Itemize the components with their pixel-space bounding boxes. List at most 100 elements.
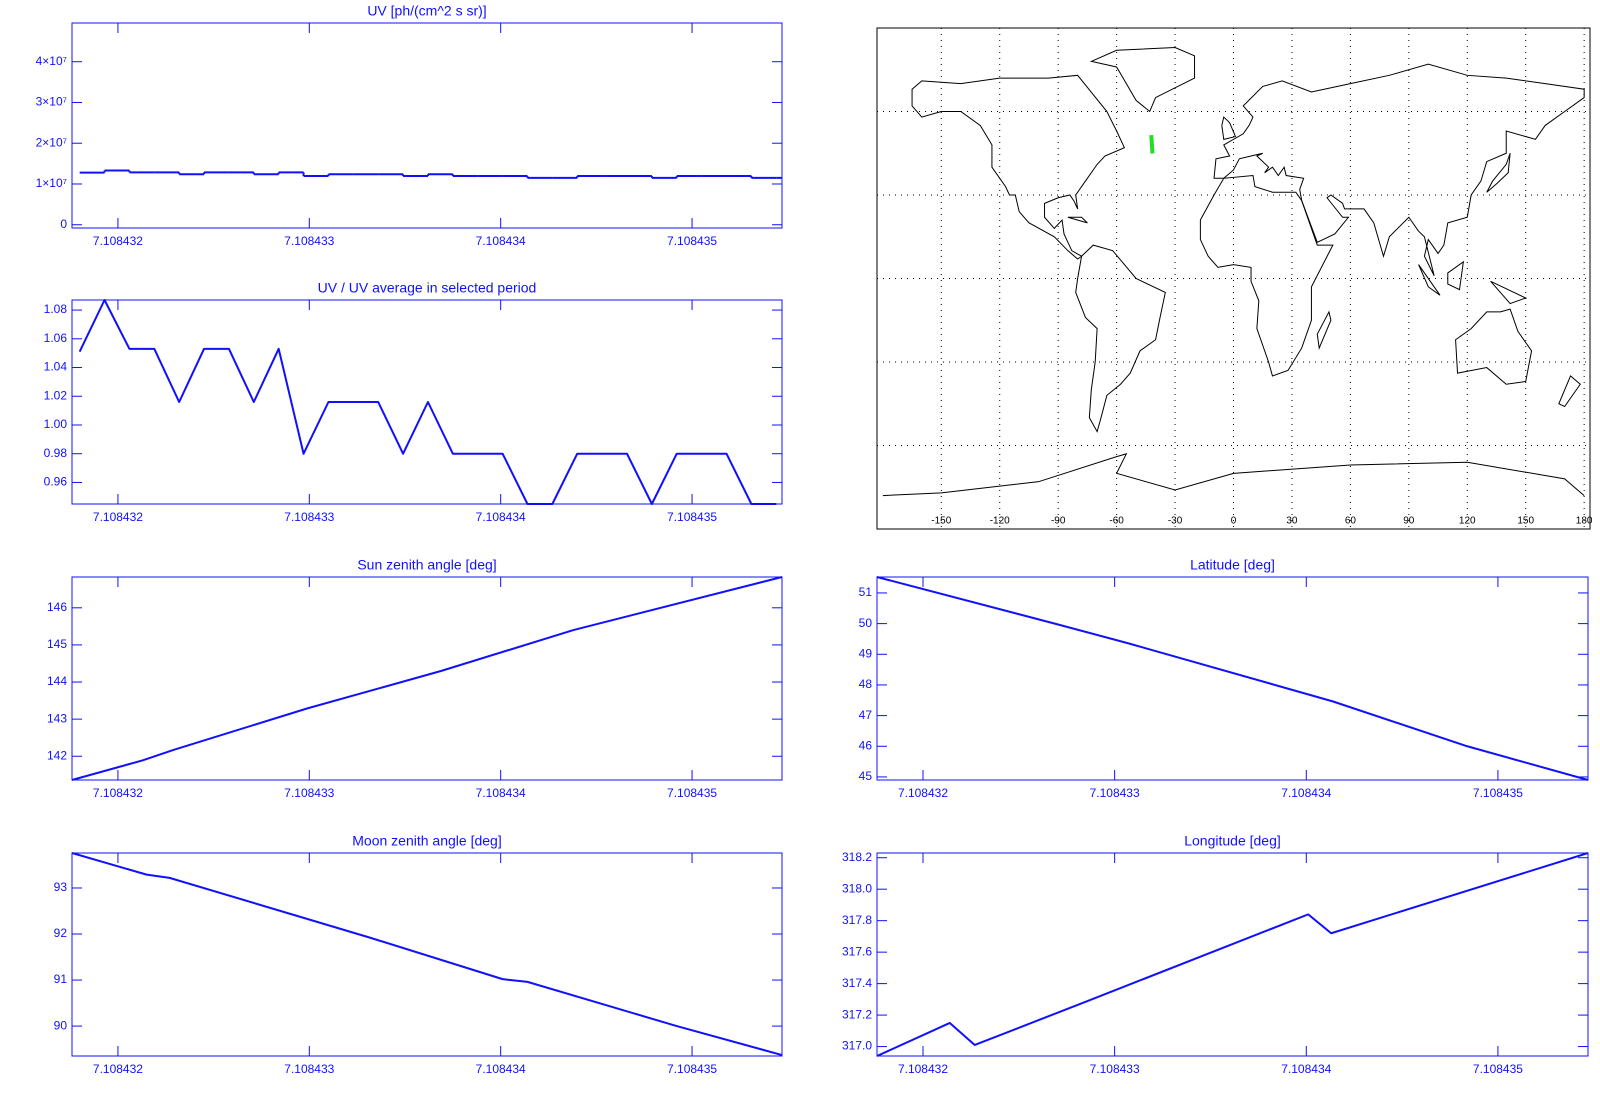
x-tick-label: 7.108433 [284, 234, 334, 248]
x-tick-label: 7.108432 [93, 786, 143, 800]
y-tick-label: 3×10⁷ [36, 95, 67, 109]
australia [1456, 309, 1532, 384]
x-tick-label: 7.108433 [1090, 786, 1140, 800]
y-tick-label: 1.00 [44, 417, 68, 431]
north-america [912, 75, 1124, 259]
africa [1200, 176, 1332, 376]
x-tick-label: 7.108435 [667, 1062, 717, 1076]
y-tick-label: 318.2 [842, 850, 872, 864]
x-tick-label: 7.108432 [93, 1062, 143, 1076]
x-tick-label: 150 [1517, 516, 1534, 527]
x-tick-label: 7.108432 [93, 510, 143, 524]
y-tick-label: 48 [859, 677, 873, 691]
x-tick-label: 7.108435 [667, 234, 717, 248]
x-tick-label: 30 [1286, 516, 1298, 527]
x-tick-label: -150 [931, 516, 951, 527]
y-tick-label: 145 [47, 637, 67, 651]
x-tick-label: 7.108434 [1281, 786, 1331, 800]
antarctica [883, 454, 1584, 496]
data-line [71, 576, 783, 781]
y-tick-label: 318.0 [842, 881, 872, 895]
x-tick-label: 0 [1231, 516, 1237, 527]
y-tick-label: 90 [54, 1018, 68, 1032]
y-tick-label: 45 [859, 769, 873, 783]
data-line [876, 576, 1589, 781]
y-tick-label: 0.96 [44, 475, 68, 489]
x-tick-label: 60 [1345, 516, 1357, 527]
x-tick-label: 180 [1576, 516, 1593, 527]
data-line [71, 852, 783, 1057]
x-tick-label: -90 [1051, 516, 1066, 527]
x-tick-label: 7.108432 [898, 1062, 948, 1076]
chart-title: Latitude [deg] [1190, 557, 1275, 573]
y-tick-label: 1.04 [44, 360, 68, 374]
islands [1068, 117, 1580, 406]
x-tick-label: 90 [1403, 516, 1415, 527]
x-tick-label: 7.108434 [476, 786, 526, 800]
x-tick-label: 7.108433 [284, 786, 334, 800]
x-tick-label: 7.108435 [667, 510, 717, 524]
x-tick-label: -30 [1168, 516, 1183, 527]
x-tick-label: 7.108434 [476, 510, 526, 524]
plot-frame [876, 852, 1589, 1057]
x-tick-label: 7.108435 [1473, 786, 1523, 800]
y-tick-label: 144 [47, 674, 67, 688]
chart-title: UV / UV average in selected period [318, 280, 537, 296]
x-tick-label: -120 [990, 516, 1010, 527]
y-tick-label: 317.2 [842, 1007, 872, 1021]
plot-frame [876, 576, 1589, 781]
x-tick-label: 7.108432 [93, 234, 143, 248]
orbit-track [1149, 135, 1155, 154]
y-tick-label: 51 [859, 585, 873, 599]
x-tick-label: -60 [1109, 516, 1124, 527]
x-tick-label: 7.108434 [476, 1062, 526, 1076]
plot-frame [71, 22, 783, 229]
x-tick-label: 120 [1459, 516, 1476, 527]
y-tick-label: 1×10⁷ [36, 176, 67, 190]
x-tick-label: 7.108434 [1281, 1062, 1331, 1076]
y-tick-label: 0.98 [44, 446, 68, 460]
greenland [1091, 47, 1194, 111]
y-tick-label: 46 [859, 738, 873, 752]
y-tick-label: 92 [54, 926, 68, 940]
y-tick-label: 49 [859, 646, 873, 660]
y-tick-label: 1.08 [44, 302, 68, 316]
plot-frame [71, 576, 783, 781]
y-tick-label: 50 [859, 616, 873, 630]
y-tick-label: 2×10⁷ [36, 135, 67, 149]
x-tick-label: 7.108435 [667, 786, 717, 800]
chart-title: Sun zenith angle [deg] [357, 557, 496, 573]
y-tick-label: 91 [54, 972, 68, 986]
map-geography [883, 47, 1584, 495]
map-frame [876, 27, 1591, 530]
plot-frame [71, 299, 783, 505]
x-tick-label: 7.108432 [898, 786, 948, 800]
chart-title: Longitude [deg] [1184, 833, 1281, 849]
y-tick-label: 1.02 [44, 388, 68, 402]
y-tick-label: 142 [47, 748, 67, 762]
y-tick-label: 146 [47, 600, 67, 614]
x-tick-label: 7.108433 [1090, 1062, 1140, 1076]
y-tick-label: 317.4 [842, 976, 872, 990]
y-tick-label: 4×10⁷ [36, 54, 67, 68]
y-tick-label: 317.8 [842, 913, 872, 927]
y-tick-label: 0 [60, 217, 67, 231]
x-tick-label: 7.108435 [1473, 1062, 1523, 1076]
y-tick-label: 1.06 [44, 331, 68, 345]
chart-title: Moon zenith angle [deg] [352, 833, 501, 849]
chart-title: UV [ph/(cm^2 s sr)] [367, 3, 486, 19]
x-tick-label: 7.108433 [284, 1062, 334, 1076]
y-tick-label: 47 [859, 708, 873, 722]
eurasia [1214, 64, 1584, 276]
x-tick-label: 7.108434 [476, 234, 526, 248]
y-tick-label: 317.0 [842, 1039, 872, 1053]
plot-frame [71, 852, 783, 1057]
y-tick-label: 317.6 [842, 944, 872, 958]
y-tick-label: 143 [47, 711, 67, 725]
y-tick-label: 93 [54, 880, 68, 894]
data-line [876, 852, 1589, 1057]
south-america [1076, 245, 1166, 431]
